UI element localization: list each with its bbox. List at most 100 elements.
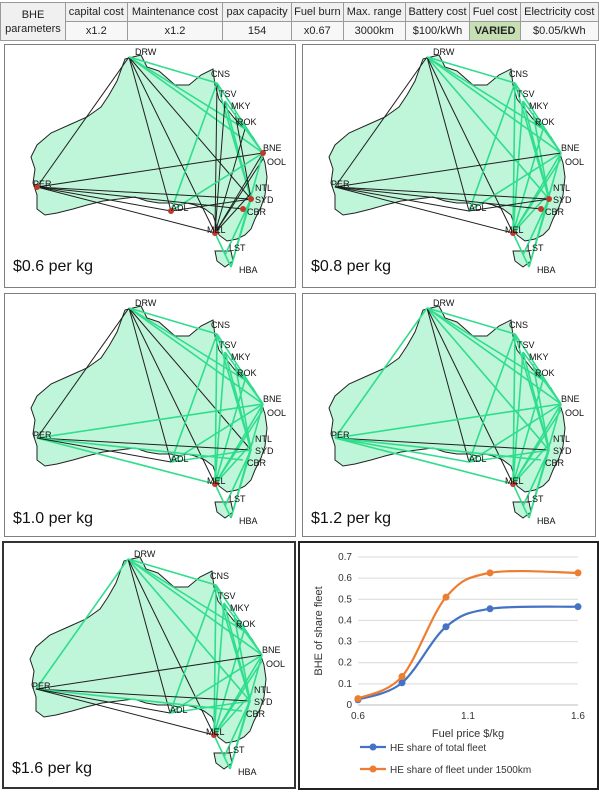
city-label: NTL: [553, 434, 570, 444]
city-label: MEL: [207, 476, 226, 486]
city-label: TSV: [517, 89, 535, 99]
route-line: [468, 82, 516, 212]
x-tick-label: 0.6: [351, 711, 365, 722]
route-line: [170, 82, 218, 212]
route-line: [512, 441, 552, 485]
param-value: $100/kWh: [404, 21, 471, 41]
city-label: HBA: [238, 767, 257, 777]
route-line: [522, 100, 550, 200]
legend-label: HE share of fleet under 1500km: [390, 765, 531, 776]
route-line: [35, 558, 129, 690]
data-point: [574, 569, 582, 577]
city-label: DRW: [134, 549, 156, 559]
route-line: [468, 152, 562, 212]
y-tick-label: 0.5: [338, 594, 352, 605]
city-label: HBA: [537, 265, 556, 275]
route-line: [35, 688, 171, 714]
route-line: [36, 437, 216, 485]
data-point: [442, 593, 450, 601]
city-label: MKY: [231, 101, 251, 111]
data-point: [486, 605, 494, 613]
fuel-price-label: $0.8 per kg: [311, 258, 392, 275]
route-line: [128, 307, 252, 451]
route-line: [36, 437, 244, 461]
city-label: LST: [228, 745, 245, 755]
route-line: [426, 307, 470, 463]
legend-label: HE share of total fleet: [390, 743, 486, 754]
city-label: LST: [527, 243, 544, 253]
param-header: capital cost: [65, 2, 128, 22]
route-line: [230, 403, 264, 519]
mainland-outline: [30, 54, 268, 242]
route-line: [528, 152, 562, 268]
route-line: [426, 307, 544, 381]
city-label: ROK: [237, 368, 257, 378]
route-line: [214, 82, 218, 234]
city-label: MKY: [529, 352, 549, 362]
route-line: [334, 307, 428, 439]
city-label: ROK: [237, 117, 257, 127]
route-line: [128, 56, 252, 200]
param-value: 154: [222, 21, 292, 41]
route-line: [128, 56, 216, 234]
route-line: [426, 56, 550, 200]
route-line: [36, 186, 252, 200]
route-line: [229, 654, 263, 770]
city-label: MKY: [529, 101, 549, 111]
route-line: [230, 152, 264, 268]
hub-marker: [212, 481, 218, 487]
city-label: OOL: [565, 408, 584, 418]
city-label: MEL: [207, 225, 226, 235]
route-line: [522, 351, 562, 405]
share-chart-svg: 0 0.1 0.2 0.3 0.4 0.5 0.6 0.7 0.6 1.1 1.6 Fuel pric…: [313, 552, 585, 776]
hub-marker: [248, 196, 254, 202]
city-label: CBR: [247, 207, 267, 217]
route-line: [128, 56, 172, 212]
fuel-price-label: $1.6 per kg: [12, 760, 93, 777]
city-label: CBR: [246, 709, 266, 719]
fuel-price-label: $1.0 per kg: [13, 510, 94, 527]
fuel-price-label: $0.6 per kg: [13, 258, 94, 275]
x-tick-label: 1.6: [571, 711, 585, 722]
city-label: DRW: [433, 47, 455, 57]
route-line: [426, 307, 550, 451]
city-label: OOL: [267, 408, 286, 418]
route-line: [214, 152, 264, 234]
route-line: [36, 56, 130, 188]
route-line: [512, 351, 524, 485]
city-label: ADL: [171, 454, 189, 464]
city-label: BNE: [263, 143, 282, 153]
city-label: SYD: [255, 195, 274, 205]
city-label: CNS: [509, 320, 528, 330]
route-line: [224, 351, 264, 405]
city-label: ROK: [535, 117, 555, 127]
route-line: [35, 654, 263, 690]
route-line: [213, 602, 225, 736]
route-line: [224, 351, 252, 451]
city-label: ADL: [171, 203, 189, 213]
param-header: Fuel burn: [290, 2, 344, 22]
australia-map: DRW CNS TSV MKY ROK BNE OOL NTL SYD CBR MEL ADL PER L…: [30, 298, 286, 526]
fuel-price-label: $1.2 per kg: [311, 510, 392, 527]
city-label: CBR: [247, 458, 267, 468]
route-line: [128, 307, 246, 381]
route-line: [512, 379, 544, 485]
city-label: TSV: [218, 591, 236, 601]
route-line: [214, 333, 218, 485]
city-label: ADL: [170, 705, 188, 715]
route-line: [334, 403, 562, 439]
hub-marker: [34, 184, 40, 190]
route-line: [522, 100, 562, 154]
legend-marker: [369, 743, 377, 751]
route-line: [127, 558, 217, 586]
legend-marker: [369, 765, 377, 773]
param-value: x1.2: [65, 21, 128, 41]
route-line: [214, 351, 226, 485]
city-label: DRW: [433, 298, 455, 308]
city-label: HBA: [239, 516, 258, 526]
city-label: TSV: [219, 340, 237, 350]
route-line: [128, 56, 264, 154]
param-header: Maintenance cost: [126, 2, 224, 22]
data-point: [354, 695, 362, 703]
city-label: BNE: [561, 394, 580, 404]
